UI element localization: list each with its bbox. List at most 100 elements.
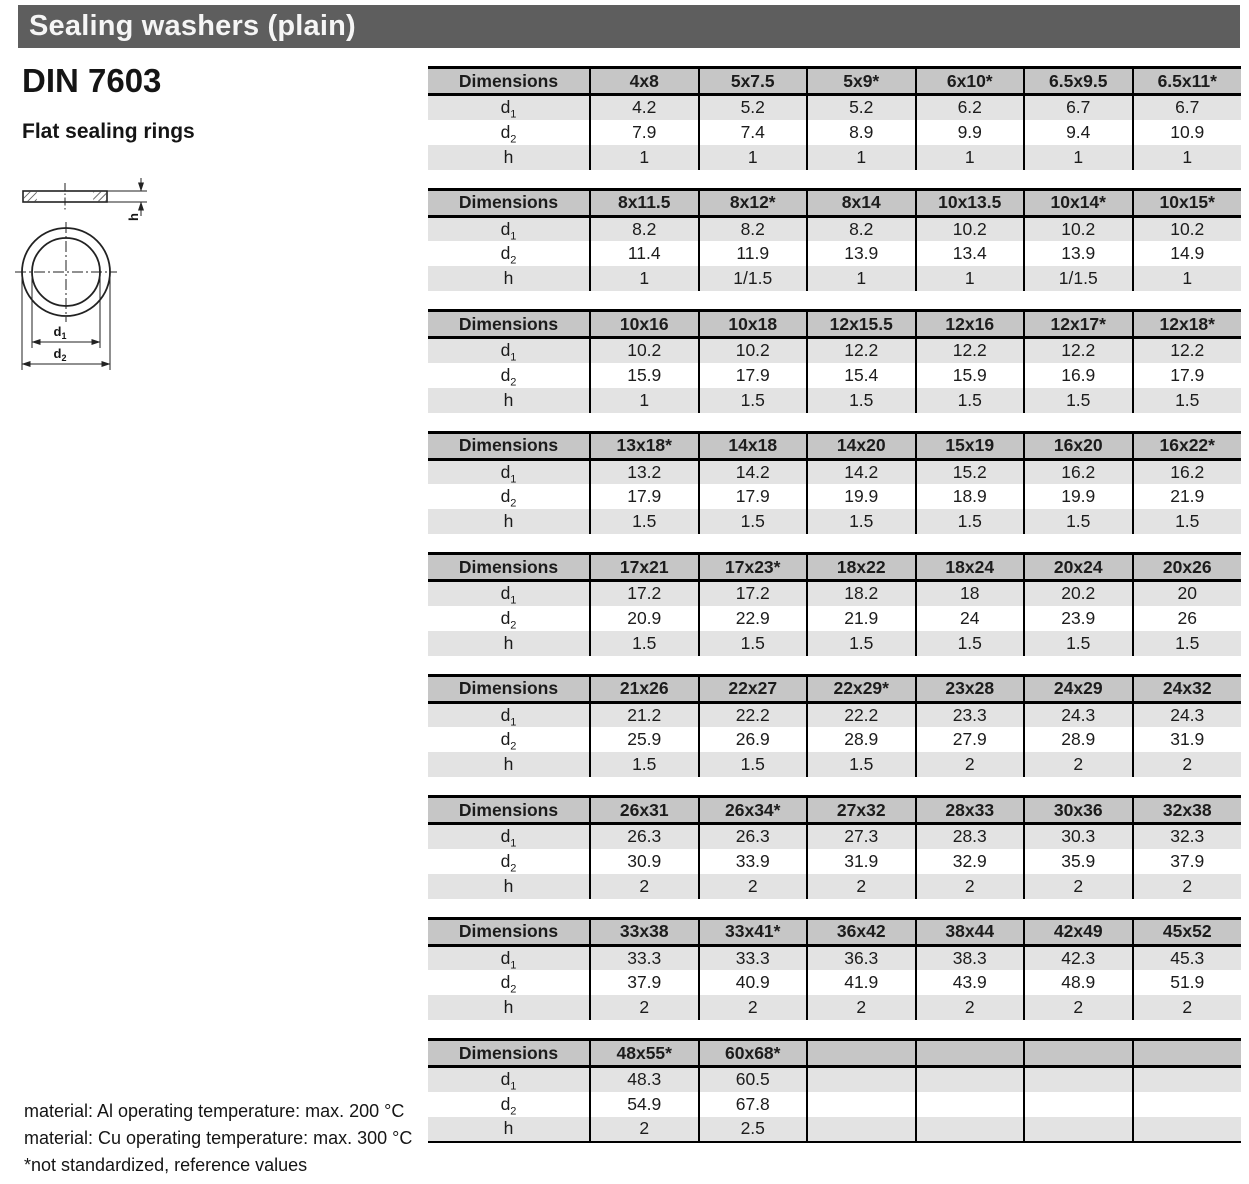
size-column-header: 60x68*: [697, 1039, 807, 1068]
table-cell: 10.2: [589, 337, 699, 363]
size-column-header: 20x26: [1131, 553, 1241, 582]
row-label-d1: d1: [500, 97, 517, 121]
table-cell: 21.9: [1131, 484, 1241, 509]
size-column-header: 10x18: [697, 310, 807, 339]
table-cell: 27.9: [914, 727, 1024, 752]
size-column-header: 17x23*: [697, 553, 807, 582]
table-cell: 1: [589, 387, 699, 413]
table-cell: 54.9: [589, 1091, 699, 1117]
table-row-d2: d2 17.9 17.9 19.9 18.9 19.9 21.9: [428, 484, 1241, 509]
size-column-header: 8x11.5: [589, 189, 699, 218]
size-column-header: 18x22: [806, 553, 916, 582]
table-cell: 1.5: [806, 509, 916, 534]
dimensions-header: Dimensions: [428, 432, 590, 461]
size-column-header: 12x18*: [1131, 310, 1241, 339]
row-label-h: h: [503, 1118, 514, 1138]
size-column-header: 14x18: [697, 432, 807, 461]
table-cell: 17.9: [589, 484, 699, 509]
dimension-table-6: Dimensions 21x26 22x27 22x29* 23x28 24x29 24x3…: [428, 673, 1241, 777]
size-column-header: 12x16: [914, 310, 1024, 339]
table-cell: [1131, 1116, 1241, 1142]
table-cell: 13.4: [914, 241, 1024, 266]
table-cell: 1.5: [806, 752, 916, 777]
size-column-header: 16x20: [1023, 432, 1133, 461]
table-cell: 6.2: [914, 94, 1024, 120]
table-cell: 1.5: [914, 387, 1024, 413]
table-cell: 19.9: [806, 484, 916, 509]
table-cell: 1.5: [697, 509, 807, 534]
row-label-h: h: [503, 268, 514, 288]
table-cell: 18: [914, 580, 1024, 606]
table-cell: 45.3: [1131, 945, 1241, 970]
table-header-row: Dimensions 33x38 33x41* 36x42 38x44 42x49 45x5…: [428, 918, 1241, 947]
table-cell: 24.3: [1023, 702, 1133, 727]
table-cell: 12.2: [1131, 337, 1241, 363]
size-column-header: 4x8: [589, 67, 699, 96]
table-cell: 18.2: [806, 580, 916, 606]
table-cell: 1.5: [589, 752, 699, 777]
table-cell: [914, 1066, 1024, 1092]
material-note-cu: material: Cu operating temperature: max.…: [24, 1128, 413, 1148]
table-cell: [806, 1066, 916, 1092]
dimension-tables: Dimensions 4x8 5x7.5 5x9* 6x10* 6.5x9.5 6.5x11…: [428, 66, 1241, 1161]
standard-heading: DIN 7603: [22, 62, 162, 99]
table-cell: 23.9: [1023, 605, 1133, 631]
row-label-h: h: [503, 997, 514, 1017]
table-cell: 1: [914, 266, 1024, 291]
table-cell: 1.5: [697, 387, 807, 413]
table-cell: 1: [589, 144, 699, 170]
table-cell: 37.9: [589, 970, 699, 995]
row-label-h: h: [503, 389, 514, 410]
table-cell: 1: [697, 144, 807, 170]
size-column-header: [806, 1039, 916, 1068]
dimension-table-3: Dimensions 10x16 10x18 12x15.5 12x16 12x17* 12…: [428, 309, 1241, 413]
size-column-header: 20x24: [1023, 553, 1133, 582]
table-cell: 11.9: [697, 241, 807, 266]
table-cell: 1.5: [1023, 630, 1133, 656]
d1-dimension-label: d1: [54, 324, 67, 341]
row-label-d2: d2: [500, 364, 517, 388]
table-cell: 2: [1131, 752, 1241, 777]
dimension-table-8: Dimensions 33x38 33x41* 36x42 38x44 42x49 45x5…: [428, 916, 1241, 1020]
size-column-header: 23x28: [914, 675, 1024, 704]
dimensions-header: Dimensions: [428, 310, 590, 339]
table-cell: [914, 1091, 1024, 1117]
table-cell: 2: [914, 752, 1024, 777]
table-cell: 8.2: [806, 216, 916, 241]
table-cell: 2: [589, 995, 699, 1020]
size-column-header: 24x29: [1023, 675, 1133, 704]
table-cell: 16.2: [1131, 459, 1241, 484]
row-label-d1: d1: [500, 826, 517, 850]
dimension-table-9: Dimensions 48x55* 60x68* d1 48.3 60.5 d2 54.9 67…: [428, 1038, 1241, 1143]
size-column-header: 8x14: [806, 189, 916, 218]
size-column-header: 22x29*: [806, 675, 916, 704]
table-cell: 48.9: [1023, 970, 1133, 995]
dimensions-header: Dimensions: [428, 67, 590, 96]
table-cell: 15.9: [589, 362, 699, 388]
size-column-header: 24x32: [1131, 675, 1241, 704]
page-title: Sealing washers (plain): [29, 10, 356, 42]
table-row-d2: d2 25.9 26.9 28.9 27.9 28.9 31.9: [428, 727, 1241, 752]
table-cell: 1/1.5: [697, 266, 807, 291]
table-cell: 7.4: [697, 119, 807, 145]
row-label-d2: d2: [500, 972, 517, 996]
table-cell: 8.2: [697, 216, 807, 241]
table-cell: 36.3: [806, 945, 916, 970]
table-cell: [1023, 1091, 1133, 1117]
table-cell: 1/1.5: [1023, 266, 1133, 291]
top-view: d1 d2: [15, 222, 117, 370]
table-cell: 27.3: [806, 823, 916, 849]
dimensions-header: Dimensions: [428, 796, 590, 825]
dimension-table-4: Dimensions 13x18* 14x18 14x20 15x19 16x20 16x2…: [428, 430, 1241, 534]
table-cell: 14.2: [697, 459, 807, 484]
table-row-h: h 1.5 1.5 1.5 1.5 1.5 1.5: [428, 630, 1241, 656]
row-label-d1: d1: [500, 947, 517, 972]
table-cell: 33.3: [697, 945, 807, 970]
table-cell: 1.5: [589, 630, 699, 656]
table-row-d2: d2 15.9 17.9 15.4 15.9 16.9 17.9: [428, 362, 1241, 388]
table-cell: 2: [697, 995, 807, 1020]
size-column-header: 30x36: [1023, 796, 1133, 825]
table-row-d2: d2 37.9 40.9 41.9 43.9 48.9 51.9: [428, 970, 1241, 995]
table-cell: 12.2: [806, 337, 916, 363]
